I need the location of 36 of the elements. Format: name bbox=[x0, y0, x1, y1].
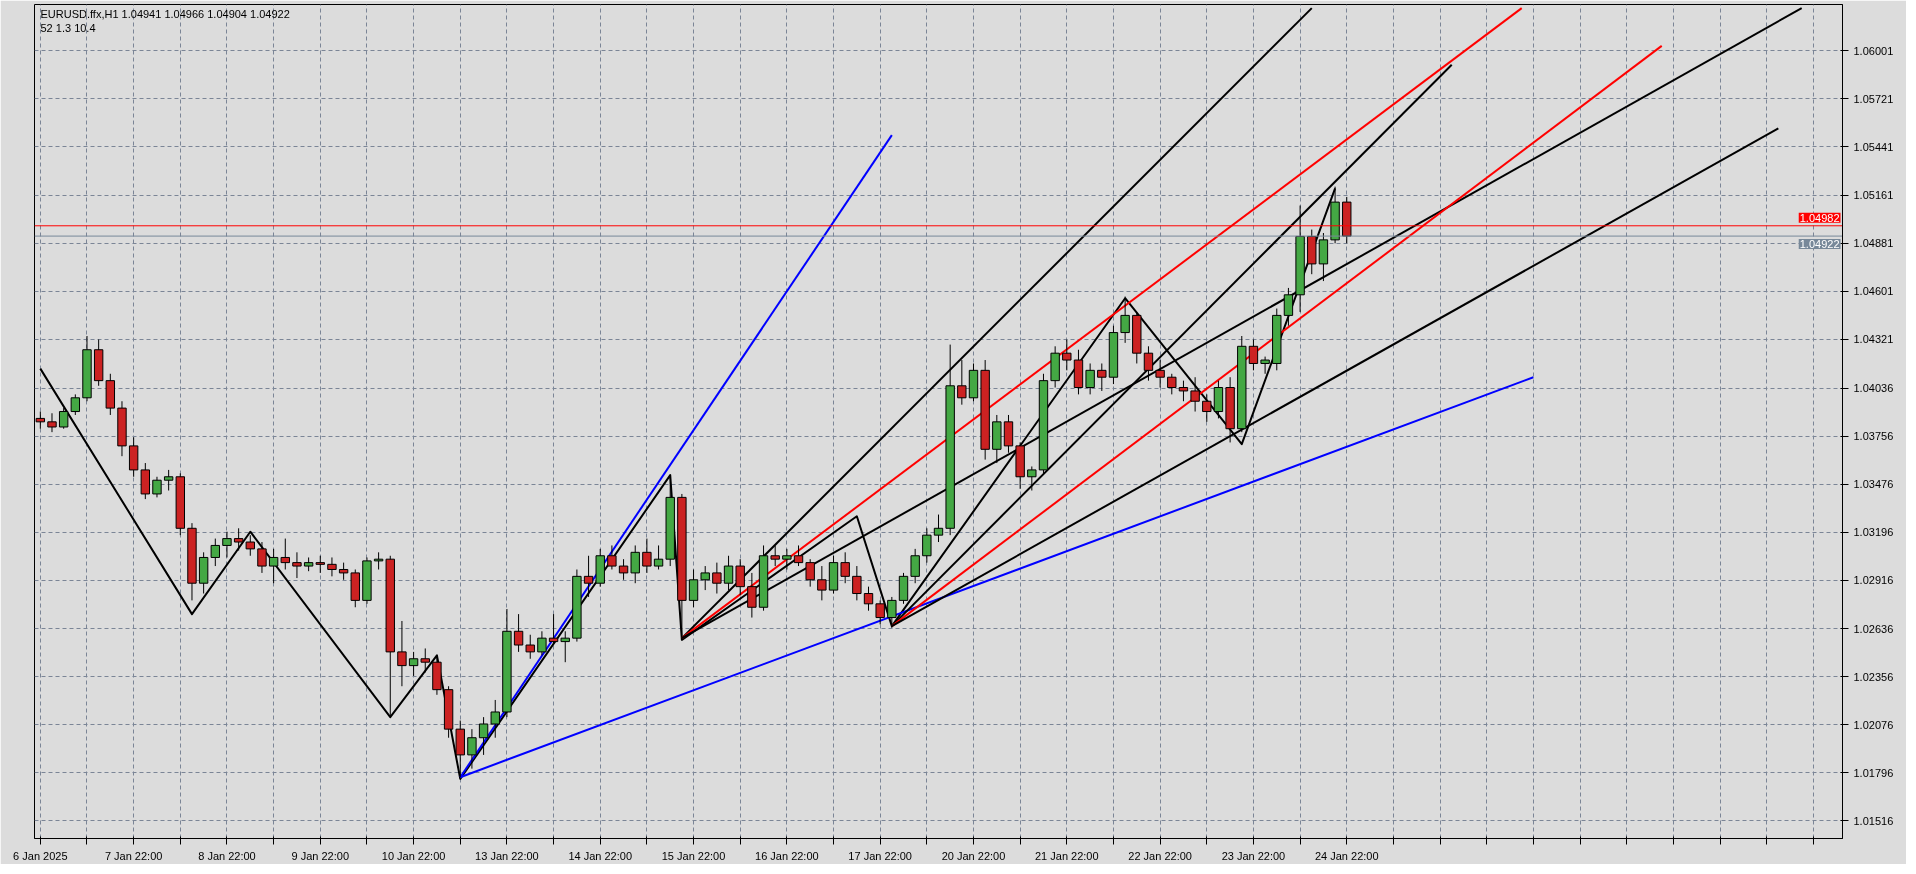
x-tick-label: 8 Jan 22:00 bbox=[198, 849, 256, 862]
ref-line-label: 1.04982 bbox=[1799, 211, 1840, 224]
x-tick-label: 9 Jan 22:00 bbox=[291, 849, 350, 862]
y-tick-label: 1.05721 bbox=[1853, 92, 1894, 105]
x-tick-label: 14 Jan 22:00 bbox=[568, 849, 633, 862]
y-tick-label: 1.05441 bbox=[1853, 140, 1894, 153]
y-tick-label: 1.03756 bbox=[1853, 430, 1894, 443]
y-tick-label: 1.02356 bbox=[1853, 670, 1894, 683]
y-tick-label: 1.06001 bbox=[1853, 44, 1894, 57]
x-tick-label: 23 Jan 22:00 bbox=[1221, 849, 1286, 862]
y-tick-label: 1.04881 bbox=[1853, 237, 1894, 250]
x-tick-label: 10 Jan 22:00 bbox=[381, 849, 446, 862]
y-tick-label: 1.03476 bbox=[1853, 478, 1894, 491]
y-tick-label: 1.02076 bbox=[1853, 718, 1894, 731]
x-tick-label: 16 Jan 22:00 bbox=[755, 849, 819, 862]
x-tick-label: 6 Jan 2025 bbox=[13, 849, 68, 862]
y-tick-label: 1.04321 bbox=[1853, 333, 1894, 346]
y-tick-label: 1.04601 bbox=[1853, 285, 1894, 298]
x-tick-label: 21 Jan 22:00 bbox=[1035, 849, 1099, 862]
y-tick-label: 1.02916 bbox=[1853, 574, 1894, 587]
text: 52 1.3 10.4 bbox=[40, 21, 96, 34]
y-tick-label: 1.01796 bbox=[1853, 766, 1894, 779]
y-tick-label: 1.02636 bbox=[1853, 622, 1894, 635]
x-tick-label: 13 Jan 22:00 bbox=[475, 849, 539, 862]
ref-line-label: 1.04922 bbox=[1799, 238, 1840, 251]
x-tick-label: 17 Jan 22:00 bbox=[848, 849, 912, 862]
chart-title: EURUSD.ffx,H1 1.04941 1.04966 1.04904 1.04922 bbox=[40, 7, 290, 20]
x-tick-label: 7 Jan 22:00 bbox=[104, 849, 163, 862]
y-tick-label: 1.05161 bbox=[1853, 189, 1894, 202]
y-tick-label: 1.04036 bbox=[1853, 382, 1894, 395]
y-tick-label: 1.01516 bbox=[1853, 814, 1894, 827]
x-tick-label: 20 Jan 22:00 bbox=[941, 849, 1006, 862]
x-tick-label: 24 Jan 22:00 bbox=[1314, 849, 1379, 862]
x-tick-label: 15 Jan 22:00 bbox=[661, 849, 726, 862]
x-tick-label: 22 Jan 22:00 bbox=[1128, 849, 1192, 862]
y-tick-label: 1.03196 bbox=[1853, 526, 1894, 539]
